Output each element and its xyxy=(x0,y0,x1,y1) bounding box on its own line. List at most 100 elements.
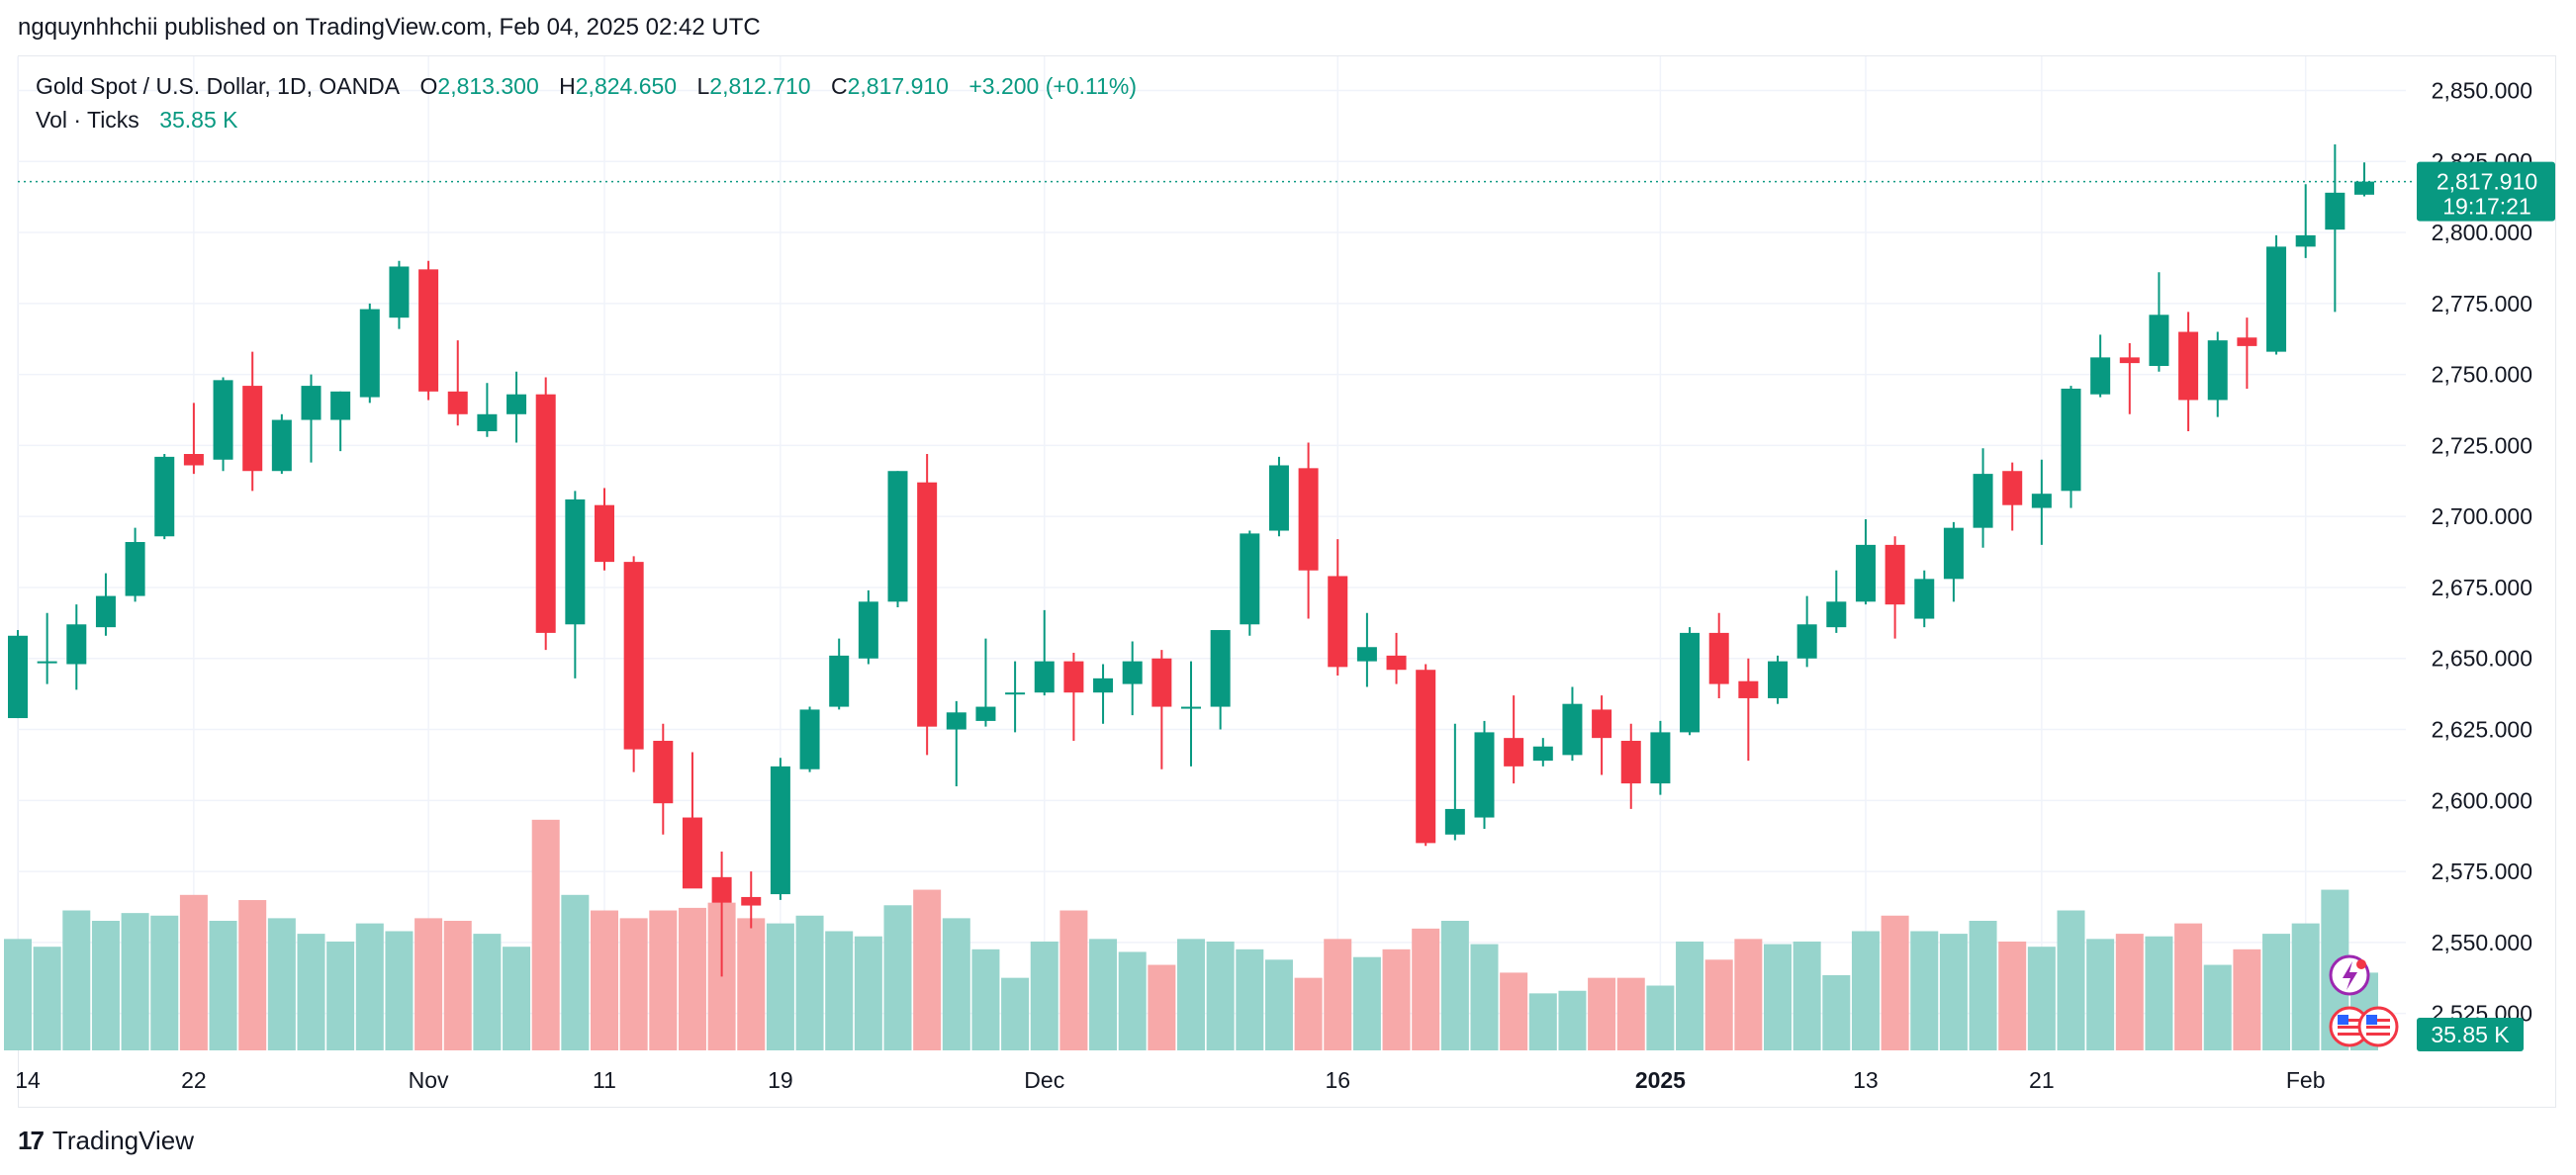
legend-high-value: 2,824.650 xyxy=(575,73,678,99)
volume-bar xyxy=(1558,990,1587,1050)
candle-body xyxy=(418,269,439,392)
volume-bar xyxy=(91,921,120,1050)
candle-body xyxy=(1122,661,1143,684)
volume-bar xyxy=(971,949,1000,1050)
candle-body xyxy=(1356,647,1377,662)
candle-body xyxy=(975,706,996,721)
volume-bar xyxy=(1236,949,1264,1050)
volume-bar xyxy=(2233,949,2261,1050)
candle-body xyxy=(37,661,57,664)
x-tick-label: 21 xyxy=(2029,1067,2055,1093)
legend-high-label: H xyxy=(559,73,576,99)
volume-bar xyxy=(1030,941,1058,1050)
volume-bar xyxy=(883,905,912,1050)
candle-body xyxy=(799,709,820,769)
y-tick-label: 2,750.000 xyxy=(2432,362,2532,388)
volume-badge xyxy=(2417,1018,2524,1051)
volume-bar xyxy=(503,947,531,1050)
y-tick-label: 2,575.000 xyxy=(2432,859,2532,884)
volume-bar xyxy=(2115,934,2144,1050)
us-flag-stripe xyxy=(2366,1026,2390,1029)
tradingview-footer-logo[interactable]: 17 TradingView xyxy=(18,1126,194,1156)
volume-bar xyxy=(1734,939,1763,1050)
volume-bar xyxy=(150,915,179,1050)
volume-bar xyxy=(561,894,590,1050)
candle-body xyxy=(682,817,702,889)
volume-bar xyxy=(1881,915,1909,1050)
volume-bar xyxy=(825,931,854,1050)
candle-body xyxy=(1093,678,1114,693)
volume-bar xyxy=(179,894,208,1050)
volume-bar xyxy=(1969,921,1997,1050)
legend-symbol[interactable]: Gold Spot / U.S. Dollar, 1D, OANDA xyxy=(36,73,401,99)
y-tick-label: 2,550.000 xyxy=(2432,930,2532,955)
candle-body xyxy=(2178,331,2199,401)
candle-body xyxy=(653,741,674,804)
candle-body xyxy=(8,635,28,719)
volume-bar xyxy=(678,907,706,1050)
volume-bar xyxy=(1616,977,1645,1050)
x-tick-label: 19 xyxy=(768,1067,793,1093)
volume-bar xyxy=(1148,964,1176,1050)
y-tick-label: 2,600.000 xyxy=(2432,787,2532,813)
candle-body xyxy=(447,391,468,414)
candle-body xyxy=(95,595,116,628)
candle-body xyxy=(2002,471,2023,505)
volume-bar xyxy=(1793,941,1821,1050)
candle-body xyxy=(858,601,878,659)
y-tick-label: 2,725.000 xyxy=(2432,432,2532,458)
volume-bar xyxy=(531,819,560,1050)
volume-bar xyxy=(473,934,502,1050)
candle-body xyxy=(154,456,175,537)
candle-body xyxy=(1444,808,1465,835)
x-tick-label: Feb xyxy=(2286,1067,2326,1093)
legend-change: +3.200 (+0.11%) xyxy=(968,73,1137,99)
candle-body xyxy=(1885,544,1905,605)
volume-bar xyxy=(2262,934,2291,1050)
candle-body xyxy=(213,380,233,460)
volume-bar xyxy=(121,913,149,1050)
candle-body xyxy=(1181,706,1201,709)
price-badge-value: 2,817.910 xyxy=(2437,169,2537,195)
candle-body xyxy=(535,394,556,633)
volume-bar xyxy=(1412,928,1440,1050)
candle-body xyxy=(1532,746,1553,762)
candle-body xyxy=(183,454,204,466)
volume-bar xyxy=(1704,959,1733,1050)
candle-body xyxy=(2119,357,2140,364)
y-tick-label: 2,800.000 xyxy=(2432,220,2532,245)
candle-body xyxy=(917,482,938,727)
us-flag-stripe xyxy=(2366,1033,2390,1036)
volume-bar xyxy=(1324,939,1352,1050)
legend: Gold Spot / U.S. Dollar, 1D, OANDA O2,81… xyxy=(36,69,1137,136)
volume-bar xyxy=(1646,985,1675,1050)
candle-body xyxy=(2031,494,2052,508)
x-tick-label: 13 xyxy=(1853,1067,1879,1093)
volume-bar xyxy=(1676,941,1704,1050)
volume-bar xyxy=(737,918,766,1050)
x-tick-label: 11 xyxy=(593,1067,616,1093)
candle-body xyxy=(1796,624,1817,659)
legend-open-value: 2,813.300 xyxy=(437,73,539,99)
candle-body xyxy=(770,766,790,895)
volume-bar xyxy=(1500,972,1528,1050)
legend-volume-row: Vol · Ticks 35.85 K xyxy=(36,103,1137,136)
x-tick-label: 14 xyxy=(15,1067,41,1093)
candle-body xyxy=(565,498,586,625)
price-badge-countdown: 19:17:21 xyxy=(2442,194,2531,220)
us-flag-stripe xyxy=(2338,1019,2361,1022)
candle-body xyxy=(1914,579,1935,619)
candle-body xyxy=(1151,658,1172,707)
candle-body xyxy=(1738,680,1759,698)
candle-body xyxy=(1943,527,1964,580)
legend-volume-label[interactable]: Vol · Ticks xyxy=(36,107,139,133)
volume-bar xyxy=(267,918,296,1050)
us-flag-stripe xyxy=(2338,1033,2361,1036)
legend-close-label: C xyxy=(831,73,848,99)
candle-body xyxy=(1620,741,1641,784)
event-dot-icon xyxy=(2356,959,2366,969)
candle-body xyxy=(887,471,908,602)
candle-body xyxy=(1504,738,1524,767)
candle-body xyxy=(2295,234,2316,247)
